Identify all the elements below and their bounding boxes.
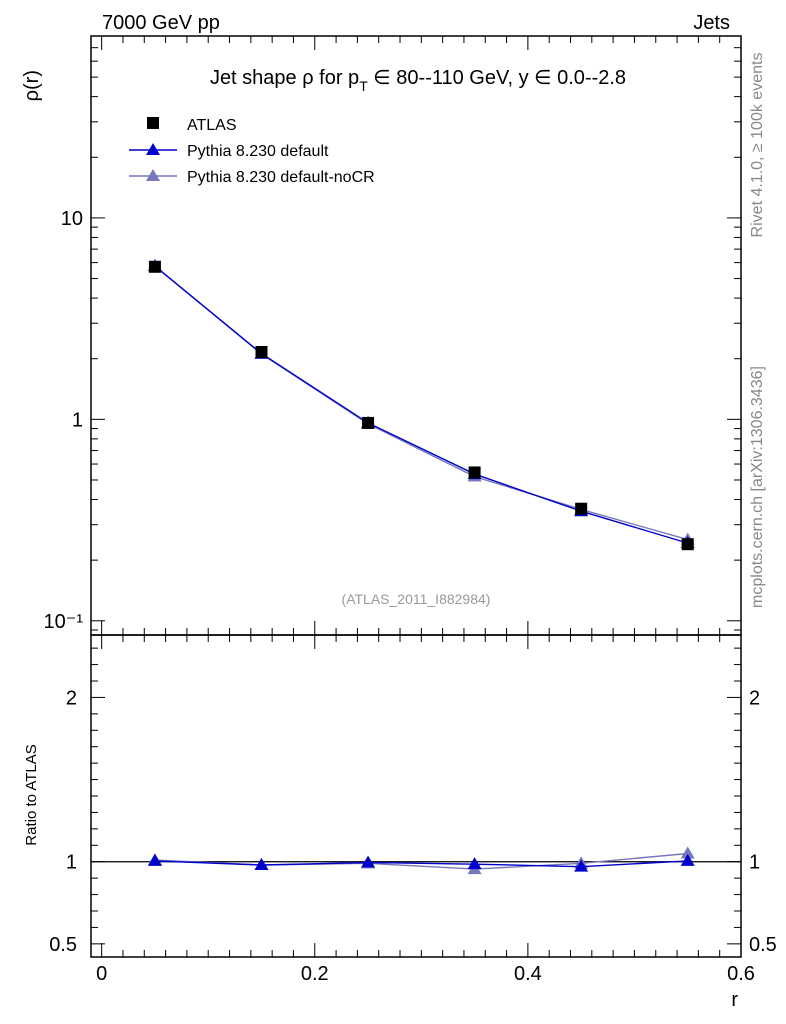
x-tick-label: 0.2 (301, 963, 329, 985)
ratio-ylabel: Ratio to ATLAS (23, 744, 40, 845)
ratio-point-default (147, 853, 162, 866)
ratio-y-tick-label-left: 1 (66, 852, 77, 874)
legend-label-default: Pythia 8.230 default (187, 143, 329, 160)
data-point-atlas (362, 416, 375, 429)
data-point-atlas (681, 538, 694, 551)
ratio-ticks: 2 2 1 1 0.5 0.5 0 0.2 0.4 0.6 (49, 635, 777, 985)
ratio-y-tick-label-right: 0.5 (749, 934, 777, 956)
header-left: 7000 GeV pp (102, 12, 220, 34)
analysis-watermark: (ATLAS_2011_I882984) (342, 591, 491, 607)
legend-label-nocr: Pythia 8.230 default-noCR (187, 169, 375, 186)
x-tick-label: 0 (96, 963, 107, 985)
main-y-tick-label: 10 (61, 208, 83, 230)
data-point-atlas (148, 260, 161, 273)
ratio-y-tick-label-right: 2 (749, 687, 760, 709)
main-y-tick-label: 10⁻¹ (44, 611, 84, 633)
ratio-series (147, 846, 695, 875)
ratio-point-default (361, 855, 376, 868)
ratio-series-line (154, 860, 688, 868)
rivet-label: Rivet 4.1.0, ≥ 100k events (749, 53, 766, 238)
ratio-point-default (680, 853, 695, 866)
ratio-plot-panel: 2 2 1 1 0.5 0.5 0 0.2 0.4 0.6 Ratio to ATLAS r (23, 634, 777, 1011)
mcplots-label: mcplots.cern.ch [arXiv:1306.3436] (749, 366, 766, 608)
main-y-tick-label: 1 (72, 409, 83, 431)
title-subscript: T (359, 78, 368, 94)
title-part-b: ∈ 80--110 GeV, y ∈ 0.0--2.8 (368, 67, 626, 89)
ratio-point-default (254, 858, 269, 870)
legend-marker-nocr (146, 169, 160, 181)
main-ylabel: ρ(r) (21, 70, 43, 101)
ratio-plot-frame (90, 634, 742, 958)
ratio-point-nocr (680, 846, 695, 859)
title-part-a: Jet shape ρ for p (210, 67, 359, 89)
legend-marker-default (146, 143, 160, 155)
legend-label-atlas: ATLAS (187, 117, 237, 134)
ratio-point-default (574, 859, 589, 872)
ratio-y-tick-label-right: 1 (749, 852, 760, 874)
data-point-atlas (468, 466, 481, 479)
data-point-atlas (575, 502, 588, 515)
series-line (154, 265, 688, 541)
x-tick-label: 0.6 (727, 963, 755, 985)
x-tick-label: 0.4 (514, 963, 542, 985)
x-axis-label: r (731, 989, 738, 1011)
legend: ATLAS Pythia 8.230 default Pythia 8.230 … (129, 117, 375, 186)
header-right: Jets (693, 12, 730, 34)
ratio-y-tick-label-left: 2 (66, 687, 77, 709)
ratio-y-tick-label-left: 0.5 (49, 934, 77, 956)
main-ticks: 10 1 10⁻¹ (44, 35, 742, 635)
ratio-point-default (467, 857, 482, 870)
main-series (147, 258, 695, 551)
series-line (154, 265, 688, 544)
main-plot-panel: 10 1 10⁻¹ Jet shape ρ for pT ∈ 80--110 GeV… (21, 35, 742, 636)
legend-marker-atlas (147, 117, 159, 129)
plot-title: Jet shape ρ for pT ∈ 80--110 GeV, y ∈ 0.… (210, 67, 626, 94)
data-point-atlas (255, 345, 268, 358)
